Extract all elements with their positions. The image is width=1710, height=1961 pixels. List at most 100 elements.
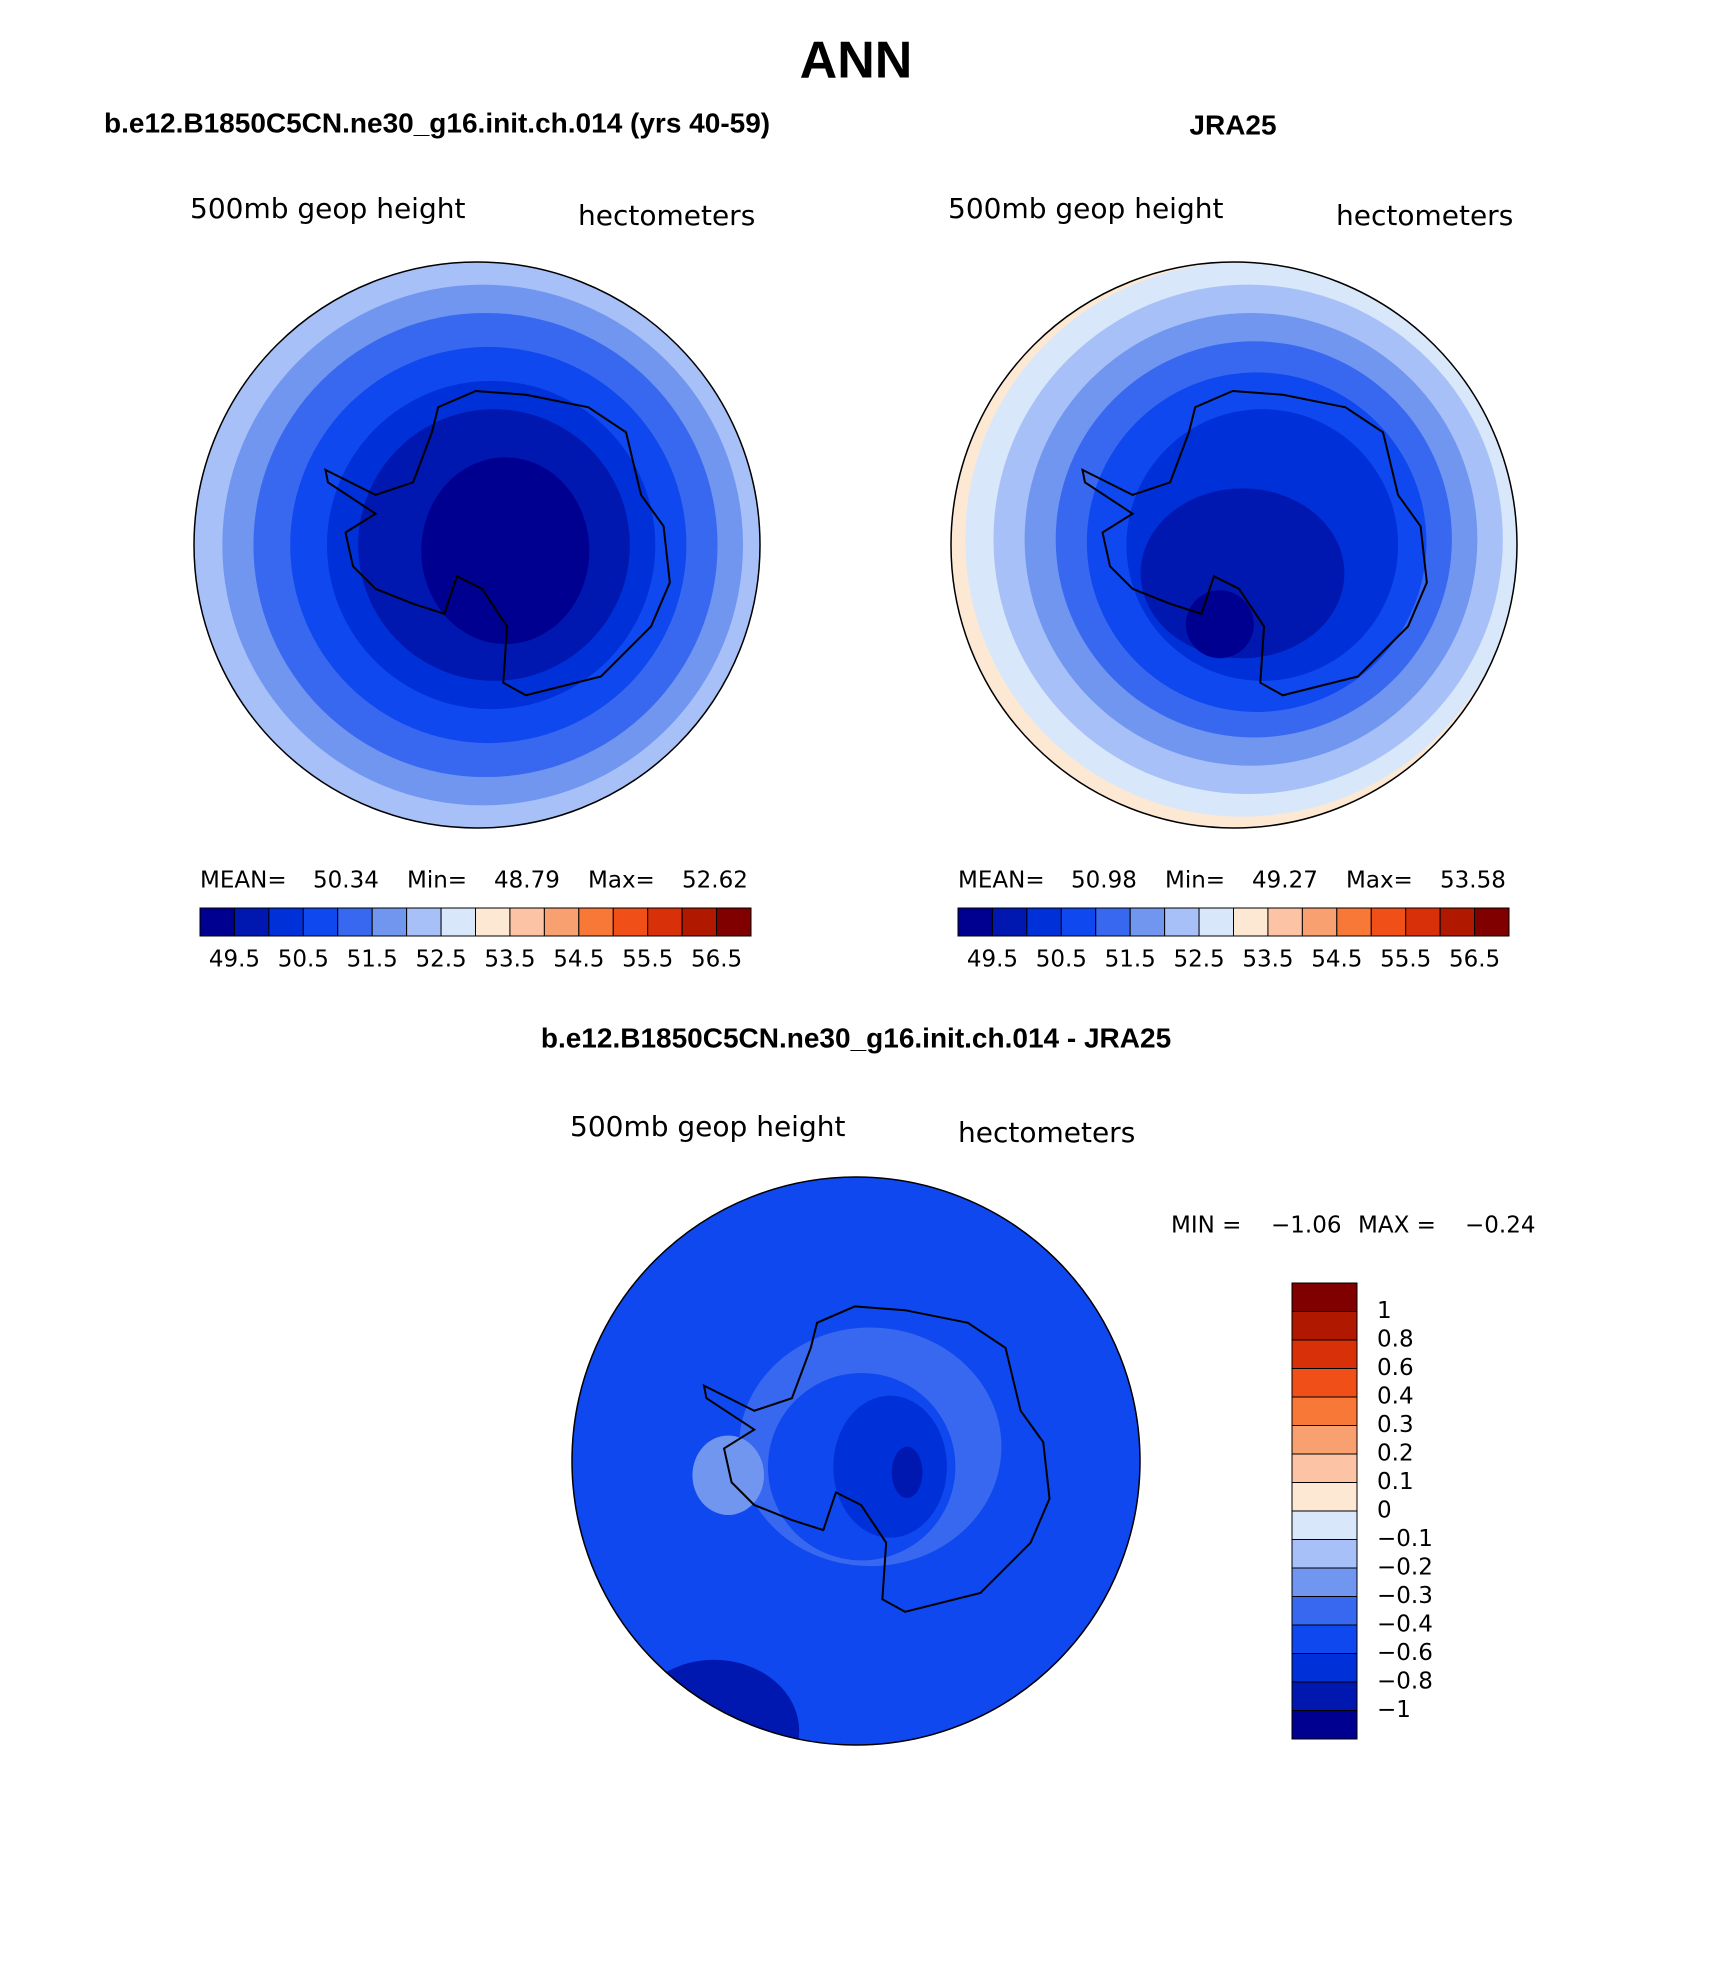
colorbar-box — [1291, 1567, 1358, 1597]
colorbar-label: 51.5 — [347, 947, 398, 973]
stat-label: Min= — [407, 868, 467, 894]
stat-label: MAX = — [1358, 1213, 1436, 1239]
colorbar-label: −0.3 — [1377, 1583, 1433, 1609]
map-border — [950, 261, 1518, 829]
subtitle: hectometers — [958, 1116, 1135, 1149]
colorbar-box — [1291, 1311, 1358, 1341]
subtitle: 500mb geop height — [948, 192, 1223, 225]
colorbar-label: 50.5 — [1036, 947, 1087, 973]
stat-value: 50.98 — [1071, 868, 1137, 894]
stat-label: MEAN= — [958, 868, 1045, 894]
colorbar-box — [1291, 1624, 1358, 1654]
colorbar-box — [337, 907, 373, 937]
figure-title: ANN — [800, 32, 913, 90]
colorbar-box — [1291, 1539, 1358, 1569]
colorbar-label: 52.5 — [1173, 947, 1224, 973]
colorbar-box — [268, 907, 304, 937]
stat-value: 48.79 — [494, 868, 560, 894]
panel-title: b.e12.B1850C5CN.ne30_g16.init.ch.014 - J… — [541, 1022, 1171, 1053]
stat-value: 50.34 — [313, 868, 379, 894]
map — [572, 1177, 1140, 1745]
colorbar-box — [1291, 1339, 1358, 1369]
colorbar-box — [1198, 907, 1234, 937]
colorbar-box — [1267, 907, 1303, 937]
stat-value: −0.24 — [1465, 1213, 1535, 1239]
colorbar-label: −0.1 — [1377, 1526, 1433, 1552]
colorbar-label: 50.5 — [278, 947, 329, 973]
colorbar-label: 51.5 — [1105, 947, 1156, 973]
colorbar-box — [1291, 1368, 1358, 1398]
stat-value: 49.27 — [1252, 868, 1318, 894]
colorbar-box — [1291, 1425, 1358, 1455]
colorbar-label: 0.2 — [1377, 1441, 1414, 1467]
panel-title: JRA25 — [1189, 109, 1276, 140]
colorbar-box — [647, 907, 683, 937]
colorbar-box — [1301, 907, 1338, 937]
stat-label: MEAN= — [200, 868, 287, 894]
colorbar-box — [1129, 907, 1166, 937]
colorbar-box — [199, 907, 235, 937]
stat-label: MIN = — [1171, 1213, 1241, 1239]
colorbar-box — [1233, 907, 1269, 937]
colorbar-box — [1291, 1653, 1358, 1683]
colorbar-box — [1405, 907, 1441, 937]
colorbar-box — [1370, 907, 1407, 937]
colorbar-box — [1291, 1596, 1358, 1626]
colorbar-label: 54.5 — [553, 947, 604, 973]
colorbar-label: 0.6 — [1377, 1355, 1414, 1381]
subtitle: 500mb geop height — [190, 192, 465, 225]
map — [194, 262, 760, 828]
colorbar-box — [1291, 1681, 1358, 1711]
colorbar-box — [1291, 1453, 1358, 1483]
colorbar-label: −1 — [1377, 1697, 1411, 1723]
colorbar-box — [1060, 907, 1097, 937]
colorbar-box — [957, 907, 993, 937]
map-border — [193, 261, 761, 829]
contour-band — [891, 1446, 923, 1498]
colorbar-label: −0.6 — [1377, 1640, 1433, 1666]
subtitle: hectometers — [1336, 199, 1513, 232]
contour-band — [833, 1395, 947, 1538]
colorbar-box — [1291, 1396, 1358, 1426]
panel-title: b.e12.B1850C5CN.ne30_g16.init.ch.014 (yr… — [104, 107, 770, 138]
map — [951, 262, 1517, 828]
colorbar-box — [302, 907, 339, 937]
colorbar-label: −0.4 — [1377, 1612, 1433, 1638]
stat-value: −1.06 — [1271, 1213, 1341, 1239]
contour-band — [692, 1435, 764, 1515]
colorbar-label: 52.5 — [415, 947, 466, 973]
colorbar-label: 1 — [1377, 1298, 1392, 1324]
colorbar-label: 55.5 — [622, 947, 673, 973]
colorbar-box — [578, 907, 614, 937]
colorbar-box — [1291, 1710, 1358, 1740]
contour-band — [1185, 590, 1254, 659]
colorbar-box — [681, 907, 718, 937]
colorbar-box — [1095, 907, 1131, 937]
colorbar-box — [1291, 1282, 1358, 1312]
coastline — [702, 1305, 1051, 1613]
stat-label: Max= — [588, 868, 655, 894]
colorbar-box — [1291, 1510, 1358, 1540]
colorbar-label: 0 — [1377, 1498, 1392, 1524]
map-border — [571, 1176, 1141, 1746]
subtitle: 500mb geop height — [570, 1110, 845, 1143]
coastline — [324, 389, 671, 697]
stat-label: Max= — [1346, 868, 1413, 894]
colorbar-label: 0.8 — [1377, 1327, 1414, 1353]
coastline — [1081, 389, 1428, 697]
colorbar-box — [233, 907, 270, 937]
colorbar-label: 0.3 — [1377, 1412, 1414, 1438]
colorbar-label: 53.5 — [484, 947, 535, 973]
contour-band — [628, 1659, 800, 1745]
colorbar-box — [406, 907, 442, 937]
colorbar-label: 0.4 — [1377, 1384, 1414, 1410]
colorbar-label: 56.5 — [691, 947, 742, 973]
stat-value: 53.58 — [1440, 868, 1506, 894]
colorbar-box — [1164, 907, 1200, 937]
colorbar-box — [1026, 907, 1062, 937]
colorbar-box — [991, 907, 1028, 937]
colorbar-box — [716, 907, 752, 937]
colorbar-box — [1336, 907, 1372, 937]
colorbar-label: 49.5 — [967, 947, 1018, 973]
